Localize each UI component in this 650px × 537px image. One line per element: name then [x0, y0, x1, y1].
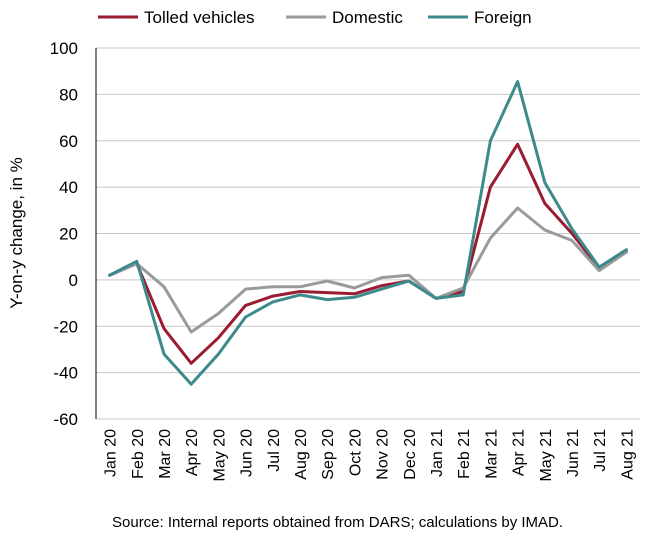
y-tick-label: 60 — [59, 132, 78, 151]
x-tick-label: Apr 21 — [511, 429, 528, 476]
x-tick-label: Jan 21 — [429, 429, 446, 477]
x-tick-label: Oct 20 — [347, 429, 364, 476]
y-tick-label: -40 — [53, 364, 78, 383]
x-tick-label: Feb 20 — [130, 429, 147, 479]
x-tick-label: Mar 20 — [157, 429, 174, 479]
series-line-domestic — [108, 206, 628, 334]
x-tick-label: Jul 20 — [266, 429, 283, 472]
y-tick-label: 80 — [59, 85, 78, 104]
y-tick-label: 100 — [50, 39, 78, 58]
x-tick-label: Jul 21 — [592, 429, 609, 472]
y-tick-label: -60 — [53, 410, 78, 429]
y-tick-label: 0 — [69, 271, 78, 290]
x-tick-label: Jun 20 — [239, 429, 256, 477]
x-tick-label: Mar 21 — [483, 429, 500, 479]
x-tick-label: Nov 20 — [375, 429, 392, 480]
x-tick-label: Jan 20 — [103, 429, 120, 477]
legend-label: Domestic — [332, 8, 403, 27]
x-tick-label: Dec 20 — [402, 429, 419, 480]
y-tick-label: 20 — [59, 225, 78, 244]
legend: Tolled vehicles Domestic Foreign — [98, 8, 532, 27]
y-tick-label: -20 — [53, 317, 78, 336]
x-tick-label: Jun 21 — [565, 429, 582, 477]
legend-label: Foreign — [474, 8, 532, 27]
y-axis-label: Y-on-y change, in % — [7, 157, 26, 309]
legend-label: Tolled vehicles — [144, 8, 255, 27]
y-axis-ticks: -60 -40 -20 0 20 40 60 80 100 — [50, 39, 78, 429]
chart-source: Source: Internal reports obtained from D… — [112, 514, 563, 531]
x-tick-label: Aug 20 — [293, 429, 310, 480]
x-tick-label: Sep 20 — [320, 429, 337, 480]
series-lines — [108, 80, 628, 386]
grid — [95, 47, 640, 420]
y-tick-label: 40 — [59, 178, 78, 197]
series-line-tolled-vehicles — [108, 142, 628, 365]
x-tick-label: Feb 21 — [456, 429, 473, 479]
x-tick-label: Apr 20 — [184, 429, 201, 476]
x-tick-label: May 20 — [211, 429, 228, 482]
x-axis-ticks: Jan 20 Feb 20 Mar 20 Apr 20 May 20 Jun 20 Jul … — [103, 429, 637, 482]
x-tick-label: May 21 — [538, 429, 555, 482]
series-line-foreign — [108, 80, 628, 386]
x-tick-label: Aug 21 — [619, 429, 636, 480]
